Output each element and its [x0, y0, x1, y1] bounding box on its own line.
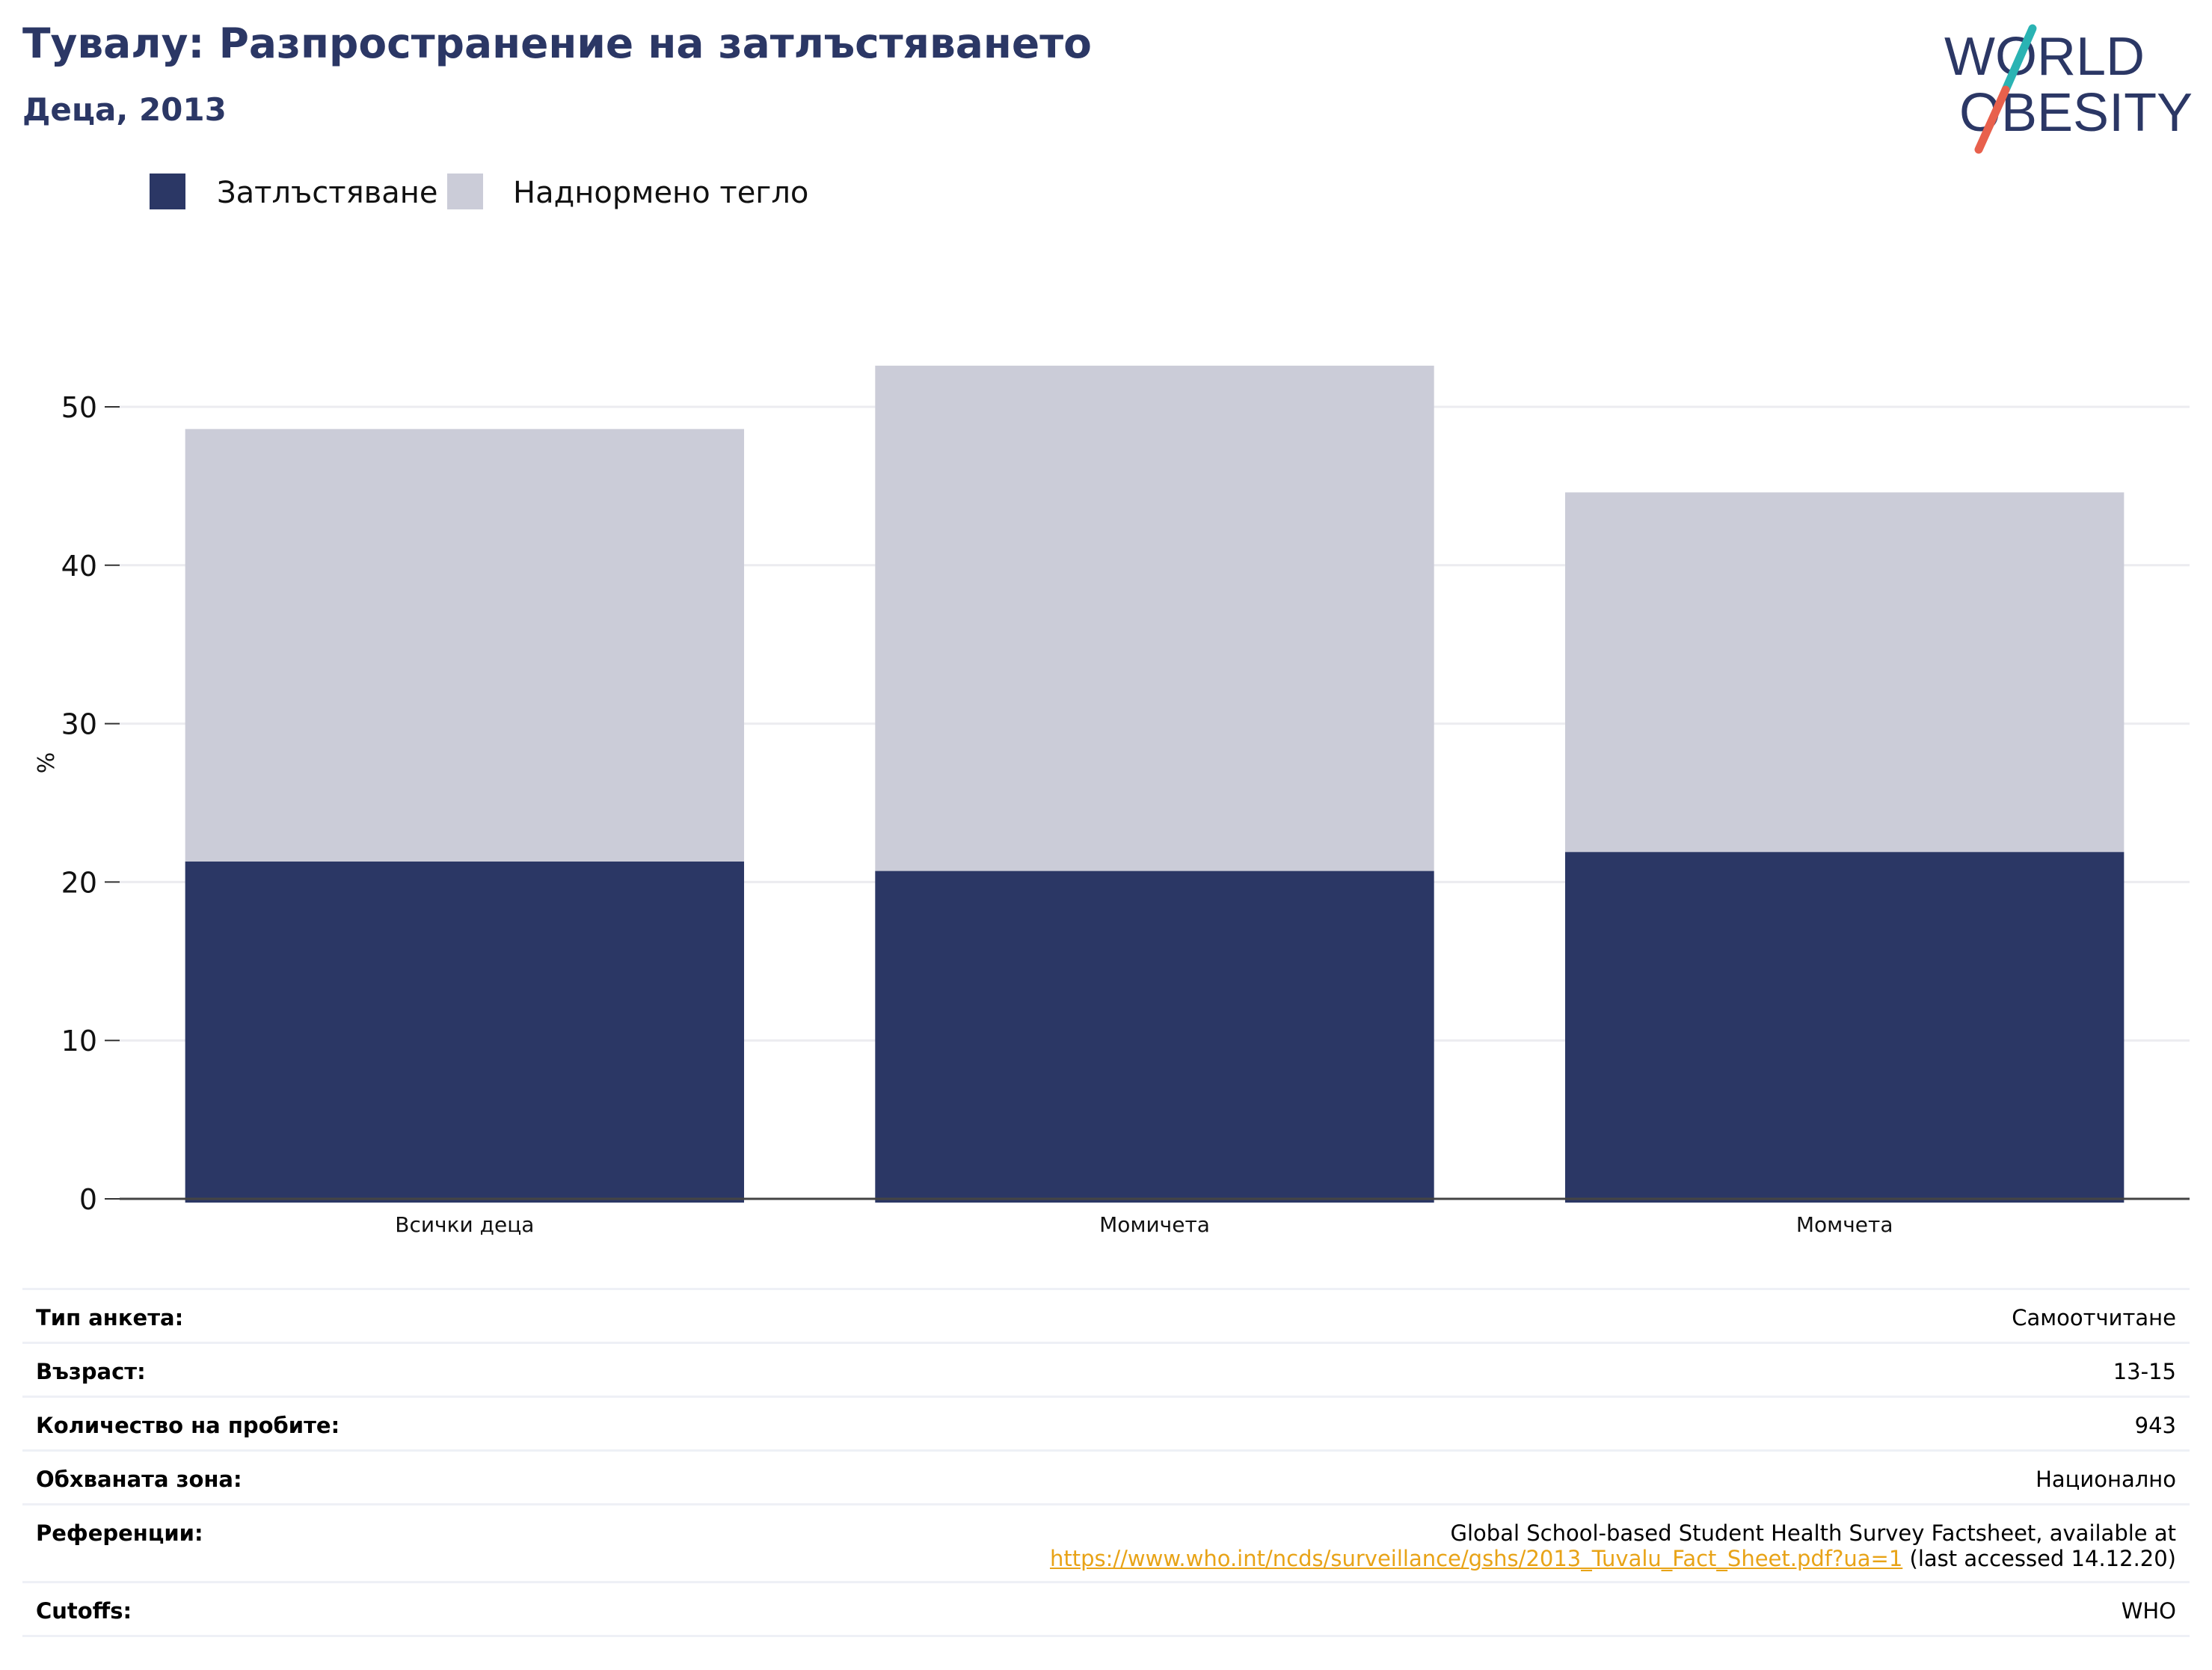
info-row-survey-type: Тип анкета: Самоотчитане [22, 1288, 2190, 1342]
bar-overweight [185, 429, 745, 862]
legend-swatch-obesity [150, 174, 185, 209]
reference-suffix: (last accessed 14.12.20) [1902, 1546, 2177, 1571]
info-value: WHO [2121, 1598, 2176, 1624]
y-tick-label: 30 [61, 708, 97, 741]
logo-slash-top [2001, 24, 2037, 94]
info-label: Възраст: [36, 1359, 146, 1384]
world-obesity-logo: WORLD OBESITY [1944, 24, 2193, 154]
x-tick-label: Всички деца [395, 1212, 534, 1237]
y-tick-label: 0 [79, 1183, 97, 1216]
x-tick-label: Момичета [1099, 1212, 1210, 1237]
info-label: Тип анкета: [36, 1305, 184, 1330]
logo-text-world: WORLD [1944, 27, 2145, 87]
info-label: Обхваната зона: [36, 1467, 242, 1492]
y-tick-label: 40 [61, 550, 97, 583]
logo-slash-bottom [1974, 85, 2010, 154]
info-value: 943 [2134, 1413, 2176, 1438]
info-label: Cutoffs: [36, 1598, 132, 1624]
info-row-sample-size: Количество на пробите: 943 [22, 1396, 2190, 1449]
info-row-age: Възраст: 13-15 [22, 1342, 2190, 1396]
info-row-coverage: Обхваната зона: Национално [22, 1449, 2190, 1503]
bar-obesity [185, 861, 745, 1203]
y-tick-label: 10 [61, 1025, 97, 1057]
bar-overweight [875, 365, 1434, 871]
chart-title: Тувалу: Разпространение на затлъстяванет… [22, 19, 1092, 67]
bar-overweight [1564, 492, 2125, 853]
reference-link[interactable]: https://www.who.int/ncds/surveillance/gs… [1049, 1546, 1903, 1571]
reference-text: Global School-based Student Health Surve… [1450, 1520, 2176, 1546]
y-tick-label: 20 [61, 866, 97, 899]
table-bottom-border [22, 1635, 2190, 1637]
stacked-bar-chart: 0 10 20 30 40 50% Всички деца Момичета Момчета [34, 365, 2190, 1237]
info-value-references: Global School-based Student Health Surve… [1050, 1520, 2176, 1571]
info-label: Количество на пробите: [36, 1413, 340, 1438]
info-row-cutoffs: Cutoffs: WHO [22, 1581, 2190, 1635]
legend-label-obesity: Затлъстяване [217, 176, 438, 210]
survey-info-table: Тип анкета: Самоотчитане Възраст: 13-15 … [22, 1288, 2190, 1637]
y-tick-label: 50 [61, 391, 97, 424]
info-label: Референции: [36, 1520, 203, 1546]
bar-obesity [875, 871, 1434, 1203]
legend-label-overweight: Наднормено тегло [513, 176, 809, 210]
bar-obesity [1564, 852, 2125, 1203]
chart-subtitle: Деца, 2013 [22, 91, 227, 128]
info-value: Национално [2036, 1467, 2176, 1492]
info-value: Самоотчитане [2012, 1305, 2176, 1330]
info-value: 13-15 [2113, 1359, 2176, 1384]
reference-link-line: https://www.who.int/ncds/surveillance/gs… [1050, 1546, 2176, 1571]
y-axis-label: % [34, 752, 60, 774]
info-row-references: Референции: Global School-based Student … [22, 1503, 2190, 1581]
x-tick-label: Момчета [1796, 1212, 1893, 1237]
legend-swatch-overweight [447, 174, 483, 209]
